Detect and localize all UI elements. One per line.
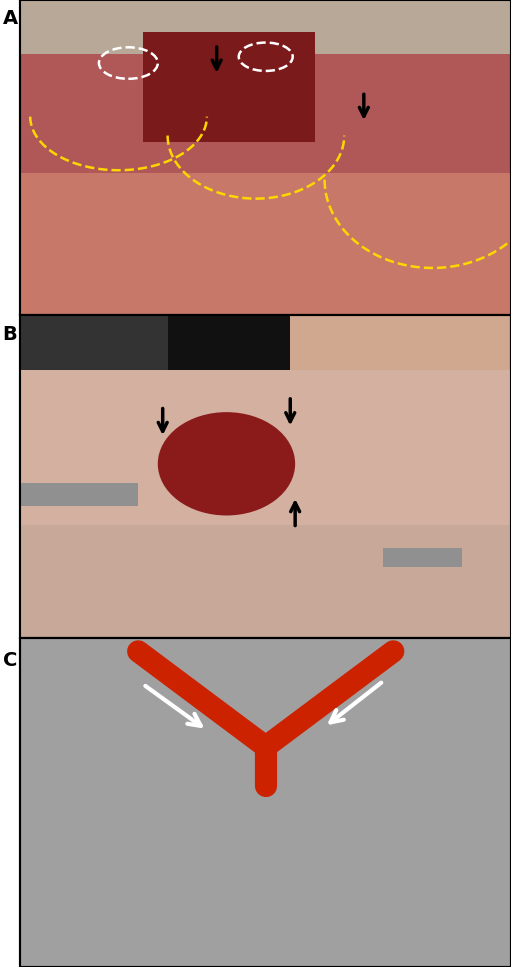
Bar	[20, 525, 511, 638]
Bar	[20, 370, 511, 525]
Bar	[20, 0, 511, 315]
Bar	[20, 315, 168, 380]
Bar	[168, 315, 290, 373]
Bar	[20, 0, 511, 315]
Bar	[20, 638, 511, 967]
Bar	[20, 484, 138, 506]
Bar	[383, 547, 462, 568]
Text: A: A	[3, 10, 18, 28]
Bar	[20, 315, 511, 638]
Bar	[20, 638, 511, 967]
Bar	[143, 32, 315, 142]
Bar	[20, 315, 511, 638]
Ellipse shape	[158, 412, 295, 515]
Text: C: C	[3, 652, 17, 670]
Bar	[20, 0, 511, 53]
Text: B: B	[3, 325, 17, 344]
Bar	[20, 173, 511, 315]
